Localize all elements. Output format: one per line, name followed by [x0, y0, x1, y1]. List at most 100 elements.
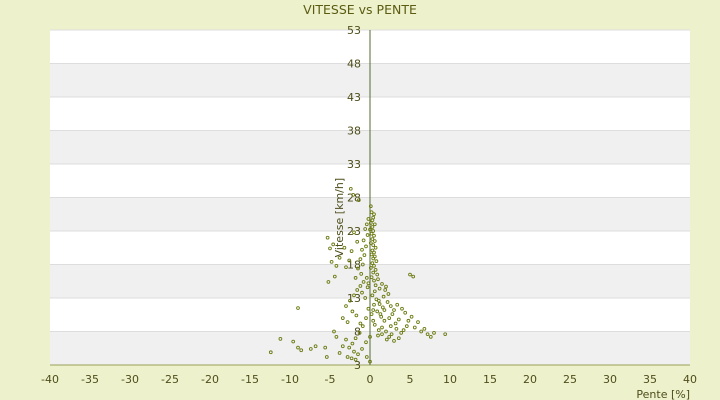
data-point	[329, 259, 334, 264]
data-point	[331, 242, 336, 247]
y-tick-label: 38	[347, 125, 361, 138]
chart-title: VITESSE vs PENTE	[303, 2, 417, 17]
data-point	[375, 309, 380, 314]
data-point	[394, 326, 399, 331]
data-point	[360, 347, 364, 351]
data-point	[359, 272, 364, 276]
data-point	[371, 243, 376, 247]
data-point	[401, 328, 406, 333]
data-point	[308, 347, 313, 351]
data-point	[353, 276, 358, 280]
data-point	[416, 320, 420, 324]
data-point	[403, 310, 408, 315]
data-point	[372, 289, 377, 294]
data-point	[384, 329, 388, 334]
data-point	[355, 239, 360, 244]
x-tick-label: -5	[325, 373, 336, 386]
y-tick-label: 33	[347, 158, 361, 171]
data-point	[381, 294, 386, 299]
data-point	[344, 265, 348, 270]
data-point	[365, 233, 370, 237]
data-point	[432, 330, 436, 335]
data-point	[368, 227, 372, 232]
data-point	[404, 324, 409, 328]
data-point	[368, 204, 373, 209]
x-tick-label: -30	[121, 373, 139, 386]
y-tick-label: 48	[347, 58, 361, 71]
y-tick-label: 53	[347, 24, 361, 37]
y-tick-label: 8	[354, 326, 361, 339]
data-point	[374, 259, 379, 263]
x-tick-label: 10	[443, 373, 457, 386]
data-point	[348, 298, 352, 303]
data-point	[395, 302, 400, 307]
data-point	[369, 275, 374, 280]
data-point	[368, 266, 373, 270]
y-tick-label: 23	[347, 225, 361, 238]
x-tick-label: -10	[281, 373, 299, 386]
data-point	[366, 281, 371, 286]
x-tick-label: -15	[241, 373, 259, 386]
data-point	[368, 221, 373, 225]
data-point	[356, 266, 360, 271]
data-point	[360, 290, 364, 295]
data-point	[352, 230, 356, 235]
data-point	[369, 231, 374, 236]
data-point	[443, 332, 448, 337]
data-point	[370, 237, 375, 241]
data-point	[399, 330, 404, 335]
data-point	[372, 233, 376, 238]
data-point	[376, 333, 380, 338]
data-point	[291, 339, 296, 344]
data-point	[419, 329, 424, 334]
data-point	[368, 335, 372, 339]
data-point	[368, 359, 372, 364]
data-point	[371, 270, 376, 275]
data-point	[296, 306, 300, 310]
data-point	[372, 222, 377, 227]
data-point	[384, 284, 388, 289]
data-point	[371, 229, 376, 233]
data-point	[411, 274, 416, 279]
data-point	[400, 306, 404, 311]
data-point	[382, 318, 387, 323]
data-point	[392, 339, 396, 343]
data-point	[372, 212, 376, 217]
data-point	[360, 324, 365, 328]
data-point	[406, 318, 411, 323]
data-point	[388, 324, 393, 328]
x-tick-label: 5	[407, 373, 414, 386]
data-point	[364, 340, 368, 345]
x-axis-label: Pente [%]	[636, 388, 690, 400]
data-point	[360, 262, 365, 267]
y-tick-label: 43	[347, 91, 361, 104]
data-point	[428, 335, 433, 339]
data-point	[372, 302, 376, 307]
data-point	[354, 313, 359, 318]
y-tick-label: 3	[354, 359, 361, 372]
data-point	[347, 345, 352, 350]
data-point	[372, 263, 376, 268]
data-point	[368, 241, 373, 245]
data-point	[361, 238, 366, 243]
data-point	[387, 335, 392, 339]
data-point	[371, 318, 376, 323]
data-point	[363, 296, 368, 300]
data-point	[352, 349, 356, 354]
data-point	[377, 302, 382, 306]
data-point	[351, 192, 356, 197]
x-tick-label: 15	[483, 373, 497, 386]
data-point	[356, 198, 361, 203]
data-point	[412, 325, 417, 330]
data-point	[372, 278, 376, 283]
data-point	[384, 337, 389, 342]
data-point	[370, 261, 375, 266]
data-point	[372, 239, 377, 243]
data-point	[353, 357, 358, 362]
data-point	[372, 322, 377, 327]
data-point	[370, 218, 375, 223]
data-point	[360, 247, 364, 252]
data-point	[363, 227, 368, 231]
